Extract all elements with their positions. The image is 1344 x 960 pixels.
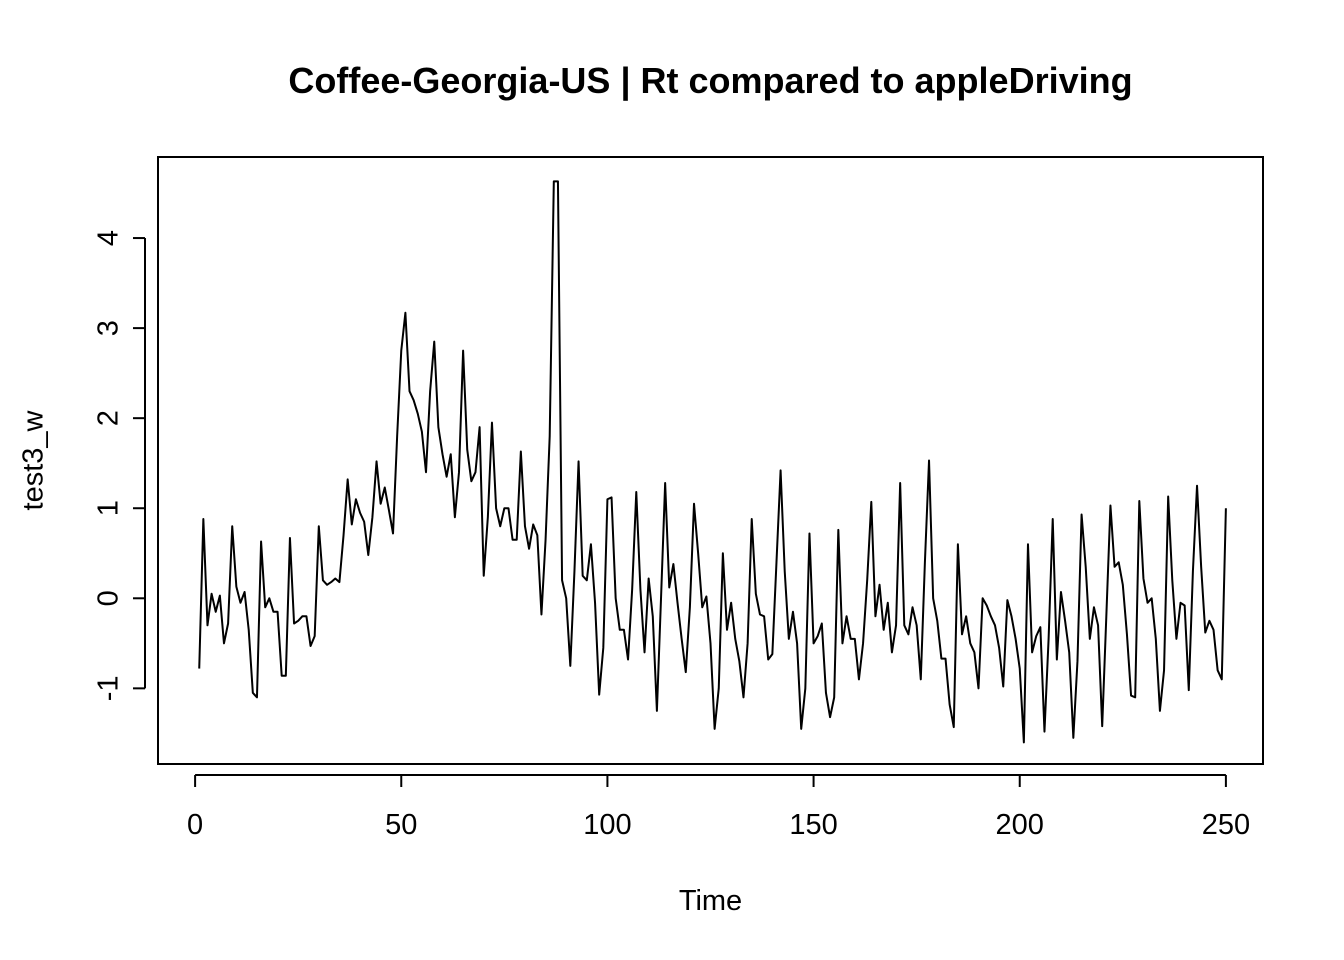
y-tick-label: 2 xyxy=(93,410,125,426)
x-axis: 0 50 100 150 200 250 xyxy=(187,774,1250,841)
x-tick-label: 250 xyxy=(1202,809,1250,841)
y-tick-label: 4 xyxy=(93,230,125,246)
series-layer xyxy=(198,180,1227,744)
series-line-0 xyxy=(198,180,1227,744)
x-tick-label: 0 xyxy=(187,809,203,841)
x-tick-label: 100 xyxy=(583,809,631,841)
y-tick-label: 1 xyxy=(93,500,125,516)
x-tick-label: 50 xyxy=(385,809,417,841)
y-tick-label: -1 xyxy=(93,675,125,701)
y-tick-label: 0 xyxy=(93,590,125,606)
plot-frame xyxy=(157,156,1264,765)
x-axis-label: Time xyxy=(679,885,742,917)
chart-title: Coffee-Georgia-US | Rt compared to apple… xyxy=(288,60,1132,102)
y-axis-label: test3_w xyxy=(18,409,50,510)
y-axis: -1 0 1 2 3 4 xyxy=(93,230,146,701)
x-tick-label: 150 xyxy=(789,809,837,841)
x-tick-label: 200 xyxy=(996,809,1044,841)
y-tick-label: 3 xyxy=(93,320,125,336)
